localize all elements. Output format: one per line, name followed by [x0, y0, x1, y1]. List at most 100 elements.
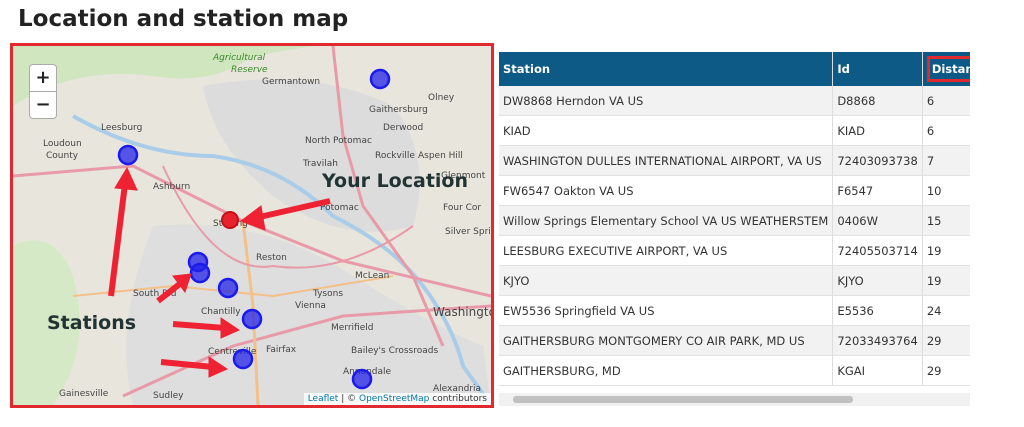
map-labels: Agricultural Reserve Germantown OlneyGaithe…	[43, 53, 491, 401]
road	[241, 220, 260, 405]
table-cell: 0406W	[832, 205, 923, 236]
table-row: GAITHERSBURG, MD KGAI 29	[499, 355, 970, 386]
urban-area	[203, 79, 420, 232]
table-cell: 72405503714	[832, 235, 923, 266]
place-label: Olney	[428, 93, 455, 103]
header-row: StationIdDistancekm	[499, 52, 970, 86]
place-label: Glenmont	[441, 171, 486, 181]
attribution-link[interactable]: Leaflet	[307, 394, 339, 404]
table-cell: 19	[922, 265, 970, 296]
place-label: County	[46, 151, 79, 161]
place-label: Tysons	[312, 289, 343, 299]
table-cell: LEESBURG EXECUTIVE AIRPORT, VA US	[499, 235, 834, 266]
page-title: Location and station map	[18, 6, 349, 32]
place-label: Four Cor	[443, 203, 481, 213]
table-row: WASHINGTON DULLES INTERNATIONAL AIRPORT,…	[499, 145, 970, 176]
place-label: Silver Spri	[445, 227, 491, 237]
table-cell: 19	[922, 235, 970, 266]
table-row: KIAD KIAD 6	[499, 115, 970, 146]
table-row: DW8868 Herndon VA US D8868 6	[499, 86, 970, 116]
location-marker[interactable]	[221, 211, 239, 229]
scrollbar-thumb[interactable]	[513, 396, 853, 403]
place-label: Sudley	[153, 391, 184, 401]
table-cell: 29	[922, 325, 970, 356]
table-cell: 72033493764	[832, 325, 923, 356]
table-row: Willow Springs Elementary School VA US W…	[499, 205, 970, 236]
place-label: Gainesville	[59, 389, 109, 399]
place-label: Reston	[256, 253, 287, 263]
place-label: Washington	[433, 305, 491, 319]
station-marker[interactable]	[241, 308, 263, 330]
table-cell: WASHINGTON DULLES INTERNATIONAL AIRPORT,…	[499, 145, 834, 176]
column-header: Station	[499, 52, 834, 86]
station-marker[interactable]	[351, 368, 373, 390]
table-cell: D8868	[832, 86, 923, 116]
attribution-link[interactable]: OpenStreetMap	[359, 394, 430, 404]
arrow-head	[172, 273, 192, 294]
map[interactable]: Agricultural Reserve Germantown Olney Gaithe…	[10, 43, 494, 408]
place-label: Travilah	[302, 159, 338, 169]
place-label: Potomac	[320, 203, 359, 213]
table-cell: 15	[922, 205, 970, 236]
arrow	[108, 183, 128, 297]
road	[331, 46, 445, 347]
column-header[interactable]: Distance	[922, 52, 970, 86]
place-label: Reserve	[231, 65, 268, 75]
table-cell: DW8868 Herndon VA US	[499, 86, 834, 116]
arrow	[160, 359, 214, 370]
park-area	[13, 46, 313, 106]
table-cell: EW5536 Springfield VA US	[499, 295, 834, 326]
table-cell: KIAD	[499, 115, 834, 146]
table-cell: GAITHERSBURG, MD	[499, 355, 834, 386]
road	[122, 304, 491, 398]
table-row: FW6547 Oakton VA US F6547 10	[499, 175, 970, 206]
table-cell: 6	[922, 115, 970, 146]
table-cell: KGAI	[832, 355, 923, 386]
place-label: Derwood	[383, 123, 423, 133]
table-cell: KJYO	[499, 265, 834, 296]
park-area	[13, 240, 80, 405]
zoom-in-button[interactable]: +	[29, 64, 57, 92]
place-label: Aspen Hill	[418, 151, 463, 161]
table-cell: KJYO	[832, 265, 923, 296]
station-marker[interactable]	[117, 144, 139, 166]
table-row: EW5536 Springfield VA US E5536 24	[499, 295, 970, 326]
table-row: GAITHERSBURG MONTGOMERY CO AIR PARK, MD …	[499, 325, 970, 356]
attribution-text: contributors	[432, 394, 487, 404]
place-label: Fairfax	[266, 345, 297, 355]
place-label: Gaithersburg	[369, 105, 428, 115]
station-marker[interactable]	[189, 262, 211, 284]
table-cell: KIAD	[832, 115, 923, 146]
scrollbar[interactable]	[499, 393, 970, 406]
table-cell: GAITHERSBURG MONTGOMERY CO AIR PARK, MD …	[499, 325, 834, 356]
place-label: Ashburn	[153, 182, 190, 192]
table-cell: 7	[922, 145, 970, 176]
place-label: Bailey's Crossroads	[351, 346, 438, 356]
table-row: KJYO KJYO 19	[499, 265, 970, 296]
attribution: Leaflet | © OpenStreetMap contributors	[303, 393, 491, 405]
station-marker[interactable]	[232, 348, 254, 370]
place-label: Rockville	[375, 151, 415, 161]
column-header-text: Distance	[926, 56, 970, 82]
place-label: North Potomac	[305, 136, 372, 146]
place-label: Alexandria	[433, 384, 481, 394]
station-marker[interactable]	[217, 277, 239, 299]
arrows	[108, 166, 331, 378]
arrow	[172, 321, 226, 331]
station-marker[interactable]	[369, 68, 391, 90]
table-container: StationIdDistancekm DW8868 Herndon VA US…	[499, 52, 970, 406]
place-label: Chantilly	[201, 307, 241, 317]
place-label: Centreville	[208, 347, 257, 357]
arrow-head	[239, 205, 266, 231]
arrow	[254, 198, 331, 221]
table-cell: FW6547 Oakton VA US	[499, 175, 834, 206]
table-cell: 6	[922, 86, 970, 116]
place-label: Leesburg	[101, 123, 142, 133]
arrow	[156, 280, 183, 304]
table-row: LEESBURG EXECUTIVE AIRPORT, VA US 7240550…	[499, 235, 970, 266]
table-cell: Willow Springs Elementary School VA US W…	[499, 205, 834, 236]
arrow-head	[208, 356, 229, 378]
arrow-head	[114, 166, 138, 191]
zoom-out-button[interactable]: −	[29, 91, 57, 119]
place-label: Merrifield	[331, 323, 373, 333]
